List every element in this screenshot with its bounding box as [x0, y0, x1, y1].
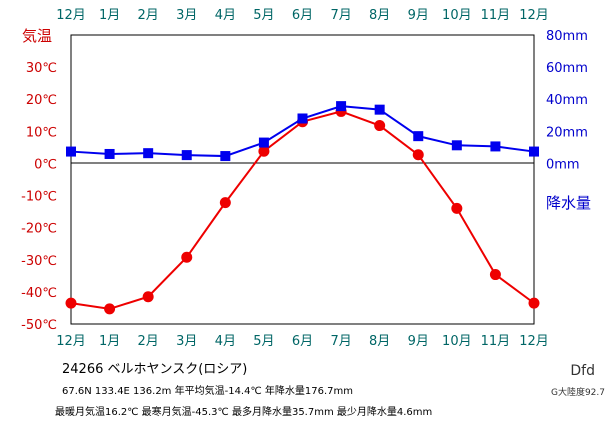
temperature-point	[181, 251, 193, 263]
precipitation-point	[143, 148, 154, 159]
month-label-top: 3月	[176, 8, 197, 23]
station-stats-line2: 最暖月気温16.2℃ 最寒月気温-45.3℃ 最多月降水量35.7mm 最少月降…	[55, 407, 433, 418]
month-label-bottom: 2月	[138, 334, 159, 349]
month-label-bottom: 4月	[215, 334, 236, 349]
month-label-top: 7月	[330, 8, 351, 23]
month-label-bottom: 3月	[176, 334, 197, 349]
temperature-tick-label: 30℃	[26, 61, 57, 76]
precipitation-tick-label: 80mm	[546, 29, 588, 44]
precipitation-point	[258, 137, 269, 148]
precipitation-point	[413, 131, 424, 142]
precipitation-point	[336, 101, 347, 112]
temperature-point	[104, 303, 116, 315]
month-label-top: 12月	[519, 8, 549, 23]
station-name: 24266 ベルホヤンスク(ロシア)	[62, 362, 248, 377]
temperature-axis-title: 気温	[22, 27, 52, 45]
month-labels-bottom: 12月 1月 2月 3月 4月 5月 6月 7月 8月 9月 10月 11月 12月	[56, 334, 549, 349]
temperature-point	[374, 120, 386, 132]
month-label-top: 12月	[56, 8, 86, 23]
temperature-point	[258, 145, 270, 157]
precipitation-tick-label: 0mm	[546, 157, 580, 172]
month-label-top: 1月	[99, 8, 120, 23]
temperature-tick-labels: 30℃ 20℃ 10℃ 0℃ -10℃ -20℃ -30℃ -40℃ -50℃	[21, 61, 57, 333]
precipitation-tick-label: 20mm	[546, 125, 588, 140]
climate-code: Dfd	[570, 363, 595, 379]
precipitation-point	[220, 151, 231, 162]
month-label-bottom: 10月	[442, 334, 472, 349]
month-label-top: 8月	[369, 8, 390, 23]
precipitation-tick-label: 60mm	[546, 61, 588, 76]
month-label-top: 11月	[481, 8, 511, 23]
precipitation-point	[181, 150, 192, 161]
month-label-bottom: 5月	[253, 334, 274, 349]
month-label-top: 9月	[408, 8, 429, 23]
temperature-tick-label: -50℃	[21, 318, 57, 333]
precipitation-point	[490, 141, 501, 152]
temperature-tick-label: -20℃	[21, 222, 57, 237]
precipitation-point	[297, 113, 308, 124]
station-stats-line1: 67.6N 133.4E 136.2m 年平均気温-14.4℃ 年降水量176.…	[62, 386, 353, 397]
precipitation-axis-title: 降水量	[546, 194, 591, 212]
month-label-bottom: 7月	[330, 334, 351, 349]
precipitation-point	[66, 146, 76, 157]
temperature-tick-label: -30℃	[21, 254, 57, 269]
plot-area	[70, 34, 535, 325]
month-label-top: 2月	[138, 8, 159, 23]
temperature-point	[451, 202, 463, 214]
month-labels-top: 12月 1月 2月 3月 4月 5月 6月 7月 8月 9月 10月 11月 12月	[56, 8, 549, 23]
temperature-tick-label: -10℃	[21, 190, 57, 205]
month-label-top: 4月	[215, 8, 236, 23]
month-label-bottom: 8月	[369, 334, 390, 349]
temperature-tick-label: 0℃	[34, 157, 57, 172]
temperature-point	[412, 149, 424, 161]
temperature-tick-label: 10℃	[26, 125, 57, 140]
temperature-point	[142, 291, 154, 303]
temperature-point	[489, 269, 501, 281]
precipitation-tick-labels: 80mm 60mm 40mm 20mm 0mm	[546, 29, 588, 172]
month-label-bottom: 12月	[56, 334, 86, 349]
month-label-top: 6月	[292, 8, 313, 23]
temperature-point	[528, 297, 540, 309]
temperature-tick-label: -40℃	[21, 286, 57, 301]
month-label-top: 10月	[442, 8, 472, 23]
continentality-index: G大陸度92.7	[550, 388, 605, 398]
precipitation-point	[529, 146, 539, 157]
month-label-bottom: 9月	[408, 334, 429, 349]
month-label-bottom: 12月	[519, 334, 549, 349]
series-group	[65, 101, 540, 315]
month-label-bottom: 6月	[292, 334, 313, 349]
temperature-tick-label: 20℃	[26, 93, 57, 108]
precipitation-point	[451, 140, 462, 151]
month-label-top: 5月	[253, 8, 274, 23]
precipitation-tick-label: 40mm	[546, 93, 588, 108]
month-label-bottom: 11月	[481, 334, 511, 349]
temperature-point	[65, 297, 77, 309]
month-label-bottom: 1月	[99, 334, 120, 349]
precipitation-point	[374, 104, 385, 115]
precipitation-point	[104, 148, 115, 159]
temperature-point	[219, 197, 231, 209]
